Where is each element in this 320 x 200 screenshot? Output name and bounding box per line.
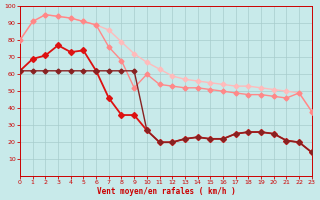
X-axis label: Vent moyen/en rafales ( km/h ): Vent moyen/en rafales ( km/h )	[97, 187, 235, 196]
